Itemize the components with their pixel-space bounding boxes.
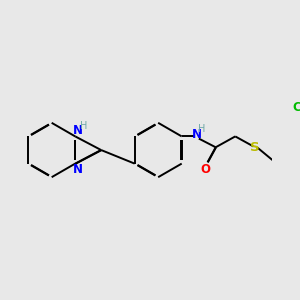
Text: S: S [250, 141, 260, 154]
Text: N: N [72, 124, 82, 137]
Text: Cl: Cl [292, 100, 300, 113]
Text: O: O [200, 163, 210, 176]
Text: N: N [72, 163, 82, 176]
Text: N: N [192, 128, 202, 141]
Text: H: H [198, 124, 205, 134]
Text: H: H [80, 121, 87, 131]
